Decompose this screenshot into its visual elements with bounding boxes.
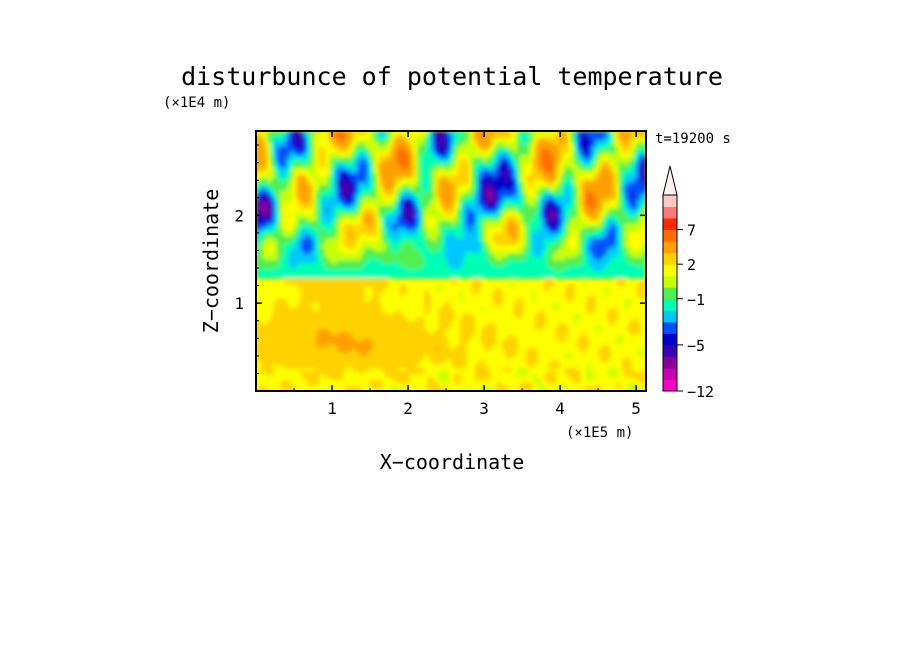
colorbar-swatch: [663, 379, 677, 392]
colorbar-swatch: [663, 264, 677, 277]
colorbar-swatch: [663, 241, 677, 254]
plot-frame: [255, 130, 647, 392]
y-tick-label: 1: [234, 294, 244, 313]
colorbar-swatch: [663, 287, 677, 300]
colorbar-swatch: [663, 275, 677, 288]
x-axis-label: X−coordinate: [380, 450, 525, 474]
colorbar-swatch: [663, 356, 677, 369]
colorbar-swatch: [663, 229, 677, 242]
colorbar-swatch: [663, 310, 677, 323]
y-axis-unit: (×1E4 m): [163, 95, 230, 111]
colorbar-label: 2: [687, 256, 696, 274]
colorbar-swatch: [663, 321, 677, 334]
colorbar-swatch: [663, 367, 677, 380]
colorbar-swatch: [663, 344, 677, 357]
colorbar-label: −5: [687, 337, 705, 355]
x-tick-label: 3: [479, 399, 489, 418]
contour-plot-area: [256, 131, 646, 391]
y-axis-label: Z−coordinate: [199, 189, 223, 334]
colorbar-swatch: [663, 298, 677, 311]
colorbar-label: 7: [687, 222, 696, 240]
heatmap-field: [256, 131, 646, 391]
colorbar-swatch: [663, 333, 677, 346]
colorbar-swatch: [663, 206, 677, 219]
y-axis: 12: [234, 144, 646, 374]
x-tick-label: 5: [631, 399, 641, 418]
x-axis: 1 2 3 4 5: [293, 131, 641, 418]
colorbar-swatch: [663, 252, 677, 265]
colorbar-swatch: [663, 218, 677, 231]
time-label: t=19200 s: [655, 131, 731, 147]
colorbar-extend-arrow: [662, 165, 678, 196]
chart-title: disturbunce of potential temperature: [181, 62, 723, 91]
y-tick-label: 2: [234, 206, 244, 225]
x-tick-label: 1: [327, 399, 337, 418]
colorbar-label: −1: [687, 291, 705, 309]
colorbar-swatch: [663, 195, 677, 208]
colorbar-label: −12: [687, 383, 714, 401]
x-tick-label: 4: [555, 399, 565, 418]
x-axis-unit: (×1E5 m): [566, 425, 633, 441]
x-tick-label: 2: [403, 399, 413, 418]
colorbar: −12−5−127: [662, 165, 714, 401]
